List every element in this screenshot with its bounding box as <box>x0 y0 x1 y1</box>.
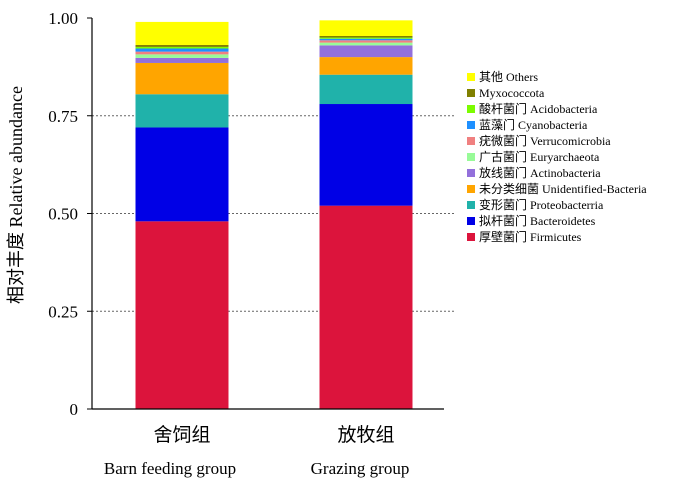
legend-swatch <box>467 137 475 145</box>
y-axis-label: 相对丰度 Relative abundance <box>6 86 26 304</box>
legend-label: 厚壁菌门 Firmicutes <box>479 229 582 244</box>
bar-segment <box>319 38 413 41</box>
bar-segment <box>319 35 413 38</box>
y-ticks: 0 0.25 0.50 0.75 1.00 <box>48 9 92 419</box>
bar-segment <box>319 37 413 39</box>
bar-segment <box>319 205 413 409</box>
y-axis-label-group: 相对丰度 Relative abundance <box>6 86 26 304</box>
legend-label: 其他 Others <box>479 70 538 84</box>
bar-segment <box>135 21 229 45</box>
bar-segment <box>319 45 413 58</box>
legend-label: 放线菌门 Actinobacteria <box>479 165 601 180</box>
legend-label: 变形菌门 Proteobacterria <box>479 197 604 212</box>
y-tick-label: 0 <box>70 400 79 419</box>
x-category-label-en: Grazing group <box>311 459 410 478</box>
y-tick-label: 0.75 <box>48 107 78 126</box>
x-category-labels: 舍饲组 Barn feeding group 放牧组 Grazing group <box>104 424 409 478</box>
legend-label: 拟杆菌门 Bacteroidetes <box>479 213 596 228</box>
bar-segment <box>319 104 413 206</box>
legend-swatch <box>467 73 475 81</box>
bar-segment <box>319 57 413 75</box>
legend-label: 广古菌门 Euryarchaeota <box>479 149 600 164</box>
legend-label: 疣微菌门 Verrucomicrobia <box>479 133 611 148</box>
bar-segment <box>135 57 229 63</box>
bar-segment <box>135 48 229 52</box>
legend-swatch <box>467 105 475 113</box>
x-category-label-en: Barn feeding group <box>104 459 236 478</box>
x-category-label-cn: 放牧组 <box>337 424 394 446</box>
bar-segment <box>319 40 413 43</box>
bar-segment <box>135 51 229 55</box>
legend-swatch <box>467 217 475 225</box>
legend-swatch <box>467 169 475 177</box>
y-tick-label: 0.50 <box>48 205 78 224</box>
bar-segment <box>135 127 229 222</box>
bar-segment <box>135 54 229 58</box>
legend-swatch <box>467 89 475 97</box>
legend-label: 蓝藻门 Cyanobacteria <box>479 117 588 132</box>
x-category-label-cn: 舍饲组 <box>153 424 210 446</box>
bar-segment <box>135 46 229 49</box>
legend-label: Myxococcota <box>479 86 545 100</box>
legend-swatch <box>467 121 475 129</box>
bar-segment <box>319 20 413 36</box>
legend-swatch <box>467 153 475 161</box>
legend-label: 未分类细菌 Unidentified-Bacteria <box>479 182 647 196</box>
bars <box>135 20 413 409</box>
bar-segment <box>135 221 229 409</box>
bar-segment <box>319 42 413 46</box>
bar-segment <box>135 94 229 128</box>
y-tick-label: 0.25 <box>48 302 78 321</box>
legend-label: 酸杆菌门 Acidobacteria <box>479 101 598 116</box>
bar-segment <box>135 44 229 47</box>
legend-swatch <box>467 233 475 241</box>
legend-swatch <box>467 201 475 209</box>
bar-segment <box>135 62 229 95</box>
y-tick-label: 1.00 <box>48 9 78 28</box>
legend-swatch <box>467 185 475 193</box>
bar-segment <box>319 74 413 105</box>
